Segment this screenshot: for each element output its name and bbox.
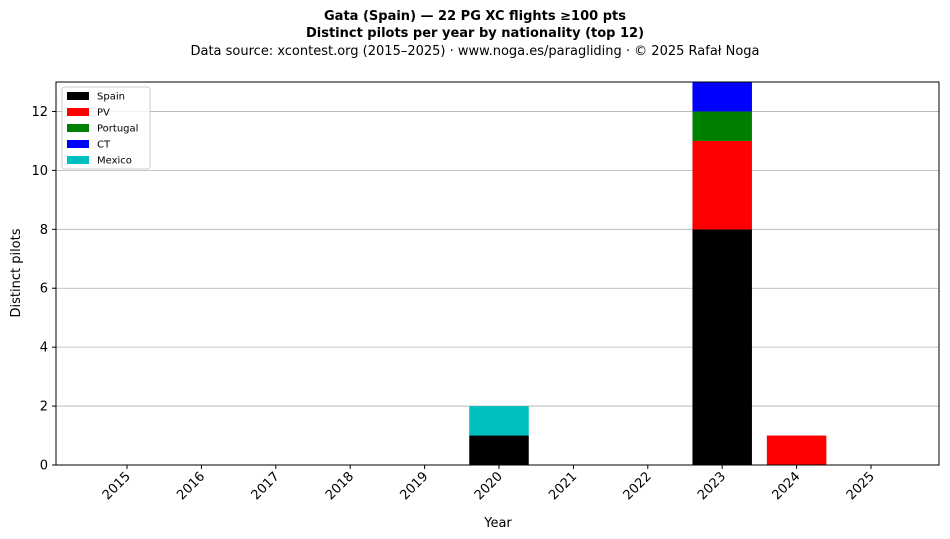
bar-portugal-2023 [692, 111, 752, 141]
y-tick-label: 12 [31, 105, 48, 120]
legend-label-pv: PV [97, 108, 110, 119]
x-tick-label: 2015 [100, 469, 134, 503]
y-tick-label: 6 [40, 282, 48, 297]
y-tick-label: 8 [40, 223, 48, 238]
legend-swatch-portugal [67, 124, 89, 132]
bar-pv-2024 [766, 435, 827, 465]
legend-swatch-ct [67, 140, 89, 148]
chart-title-line2: Distinct pilots per year by nationality … [306, 26, 644, 41]
legend-label-mexico: Mexico [97, 156, 132, 167]
legend-label-ct: CT [97, 140, 111, 151]
grid-lines [56, 111, 939, 466]
y-axis-label: Distinct pilots [9, 228, 24, 317]
chart-subtitle: Data source: xcontest.org (2015–2025) · … [190, 44, 759, 59]
x-tick-label: 2020 [472, 469, 506, 503]
chart-title-line1: Gata (Spain) — 22 PG XC flights ≥100 pts [324, 9, 626, 24]
x-tick-label: 2022 [621, 469, 655, 503]
bar-spain-2020 [469, 435, 529, 465]
x-tick-label: 2023 [695, 469, 729, 503]
x-tick-label: 2021 [546, 469, 580, 503]
x-tick-label: 2019 [397, 469, 431, 503]
x-axis-label: Year [483, 516, 512, 531]
x-axis: 2015 2016 2017 2018 2019 2020 2021 2022 2023 2024… [100, 465, 878, 503]
bars [469, 82, 827, 465]
bar-pv-2023 [692, 140, 752, 230]
x-tick-label: 2017 [249, 469, 283, 503]
bar-mexico-2020 [469, 406, 529, 436]
legend-frame [61, 86, 151, 170]
plot-frame [55, 81, 940, 466]
x-tick-label: 2018 [323, 469, 357, 503]
bar-ct-2023 [692, 82, 752, 112]
bar-spain-2023 [692, 229, 752, 465]
x-tick-label: 2016 [174, 469, 208, 503]
legend-label-portugal: Portugal [97, 124, 138, 135]
x-tick-label: 2024 [769, 469, 803, 503]
legend-label-spain: Spain [97, 92, 125, 103]
y-tick-label: 4 [40, 341, 48, 356]
legend-swatch-pv [67, 108, 89, 116]
y-tick-label: 2 [40, 400, 48, 415]
y-tick-label: 10 [31, 164, 48, 179]
legend: Spain PV Portugal CT Mexico [61, 86, 151, 170]
x-tick-label: 2025 [844, 469, 878, 503]
y-axis: 0 2 4 6 8 10 12 [31, 105, 56, 474]
y-tick-label: 0 [40, 459, 48, 474]
legend-swatch-mexico [67, 156, 89, 164]
legend-swatch-spain [67, 92, 89, 100]
